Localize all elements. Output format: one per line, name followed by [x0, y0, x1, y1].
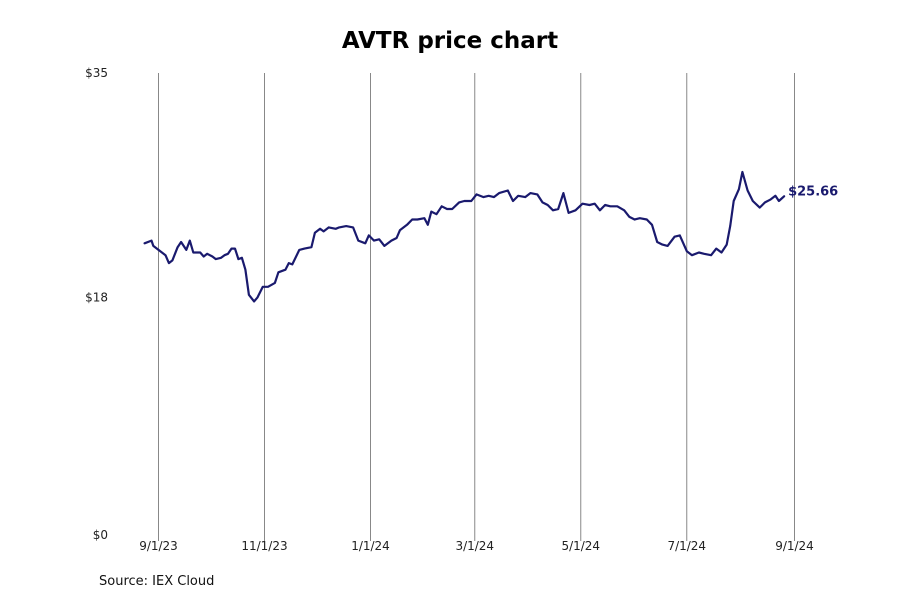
chart-title: AVTR price chart	[341, 28, 559, 54]
x-tick-label: 11/1/23	[241, 539, 287, 553]
x-tick-label: 7/1/24	[667, 539, 706, 553]
x-tick-label: 5/1/24	[561, 539, 600, 553]
annotation-layer: $25.66	[788, 184, 838, 199]
source-note: Source: IEX Cloud	[99, 574, 215, 589]
y-axis-ticks: $35 $18 $0	[85, 66, 108, 542]
x-tick-label: 9/1/24	[775, 539, 814, 553]
x-tick-label: 3/1/24	[455, 539, 494, 553]
y-tick-label: $35	[85, 66, 108, 80]
series-layer	[143, 170, 786, 303]
last-price-label: $25.66	[788, 184, 838, 199]
x-tick-label: 1/1/24	[351, 539, 390, 553]
y-tick-label: $18	[85, 290, 108, 304]
y-tick-label: $0	[93, 528, 108, 542]
x-tick-label: 9/1/23	[139, 539, 178, 553]
price-series-line	[143, 170, 786, 303]
x-axis-ticks: 9/1/23 11/1/23 1/1/24 3/1/24 5/1/24 7/1/24 9/1…	[139, 539, 814, 553]
grid-lines	[158, 73, 795, 541]
